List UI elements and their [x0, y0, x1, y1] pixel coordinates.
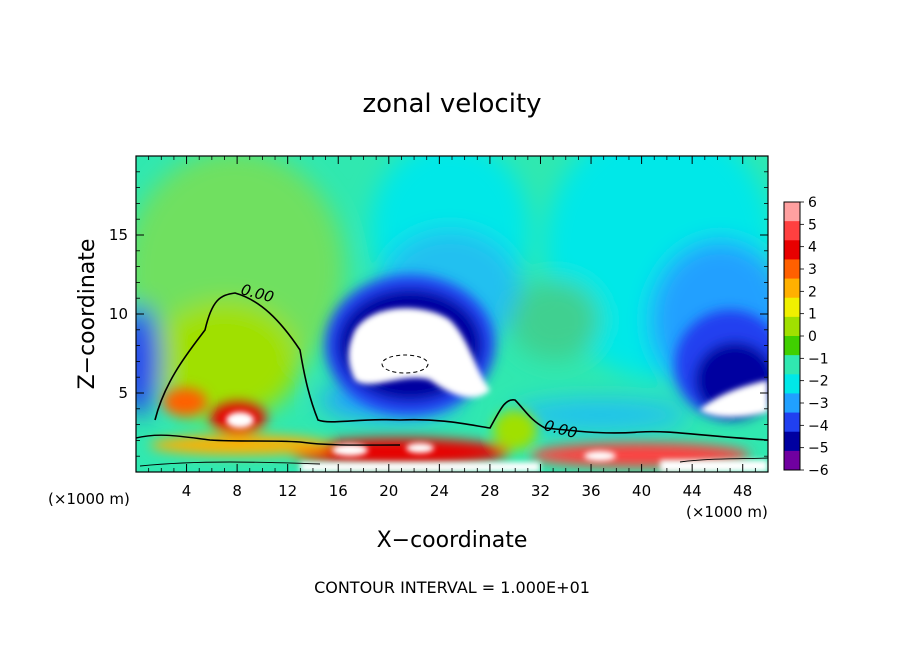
- contour-line-zero-lower: [136, 434, 401, 446]
- x-tick-label: 24: [430, 482, 449, 500]
- colorbar-label: 1: [808, 307, 817, 323]
- colorbar-swatch: [784, 431, 800, 452]
- y-tick-label: 15: [109, 226, 128, 244]
- x-tick-label: 48: [733, 482, 752, 500]
- colorbar-label: −5: [808, 441, 829, 457]
- colorbar-label: −1: [808, 351, 829, 367]
- x-tick-label: 4: [182, 482, 192, 500]
- colorbar-label: −2: [808, 374, 829, 390]
- colorbar-swatch: [784, 221, 800, 241]
- y-tick-label: 5: [118, 384, 128, 402]
- x-tick-label: 8: [232, 482, 242, 500]
- x-tick-label: 44: [683, 482, 702, 500]
- colorbar-label: 3: [808, 262, 817, 278]
- x-axis-title: X−coordinate: [377, 528, 528, 553]
- colorbar-swatch: [784, 450, 800, 471]
- colorbar-label: −6: [808, 463, 829, 479]
- colorbar-swatch: [784, 240, 800, 260]
- colorbar: 6 5 4 3 2 1 0 −1 −2 −3 −4 −5 −6: [783, 195, 829, 479]
- contour-line-surface: [139, 461, 321, 467]
- x-axis: 4 8 12 16 20 24 28 32 36 40 44 48: [148, 156, 756, 500]
- colorbar-swatch: [784, 259, 800, 280]
- colorbar-label: 0: [808, 329, 817, 345]
- colorbar-swatch: [784, 412, 800, 433]
- colorbar-label: 6: [808, 195, 817, 211]
- colorbar-swatch: [784, 297, 800, 318]
- x-tick-label: 28: [480, 482, 499, 500]
- colorbar-label: 4: [808, 240, 817, 256]
- y-tick-label: 10: [109, 305, 128, 323]
- contour-line-surface-right: [679, 457, 768, 463]
- colorbar-swatch: [784, 316, 800, 337]
- heatmap-field: [136, 156, 768, 472]
- colorbar-swatch: [784, 355, 800, 375]
- x-unit-label-left: (×1000 m): [48, 490, 130, 508]
- colorbar-label: −4: [808, 418, 829, 434]
- x-tick-label: 20: [379, 482, 398, 500]
- x-tick-label: 32: [531, 482, 550, 500]
- colorbar-label: −3: [808, 396, 829, 412]
- field-extreme-regions: [226, 308, 768, 472]
- y-axis: 5 10 15: [109, 171, 768, 457]
- contour-line-negative: [381, 354, 429, 374]
- colorbar-label: 5: [808, 217, 817, 233]
- x-tick-label: 40: [632, 482, 651, 500]
- contour-interval-label: CONTOUR INTERVAL = 1.000E+01: [314, 578, 590, 597]
- chart-title: zonal velocity: [362, 89, 541, 119]
- x-tick-label: 12: [278, 482, 297, 500]
- y-axis-title: Z−coordinate: [75, 239, 100, 390]
- contour-line-zero: [154, 292, 768, 441]
- x-tick-label: 36: [581, 482, 600, 500]
- x-tick-label: 16: [329, 482, 348, 500]
- colorbar-swatch: [784, 202, 800, 222]
- colorbar-swatch: [784, 336, 800, 356]
- colorbar-label: 2: [808, 284, 817, 300]
- colorbar-swatch: [784, 374, 800, 394]
- x-unit-label-right: (×1000 m): [686, 503, 768, 521]
- colorbar-swatch: [784, 393, 800, 414]
- colorbar-swatch: [784, 278, 800, 299]
